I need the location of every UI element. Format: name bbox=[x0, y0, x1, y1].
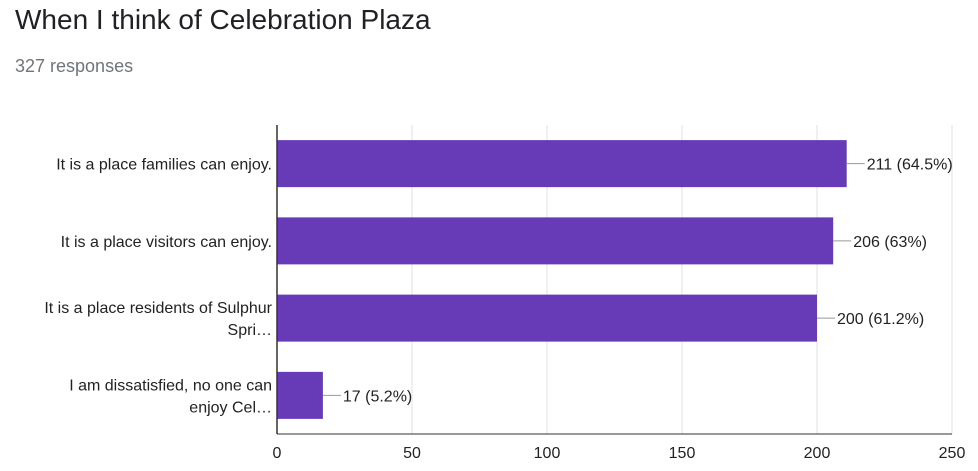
x-tick-label: 0 bbox=[273, 445, 282, 462]
bar bbox=[277, 371, 323, 419]
x-tick-label: 200 bbox=[804, 445, 831, 462]
category-label: It is a place families can enjoy. bbox=[56, 157, 272, 174]
chart-title: When I think of Celebration Plaza bbox=[15, 4, 431, 35]
category-label: It is a place residents of Sulphur bbox=[44, 300, 272, 317]
bars bbox=[277, 140, 865, 419]
x-tick-label: 150 bbox=[669, 445, 696, 462]
labels: 0 50 100 150 200 250 211 (64.5%) It is a place … bbox=[44, 157, 965, 462]
x-tick-label: 50 bbox=[403, 445, 421, 462]
axes bbox=[276, 125, 952, 435]
bar bbox=[277, 294, 817, 342]
category-label: I am dissatisfied, no one can bbox=[69, 377, 272, 394]
response-count: 327 responses bbox=[15, 56, 134, 76]
x-tick-label: 100 bbox=[534, 445, 561, 462]
data-label: 211 (64.5%) bbox=[867, 157, 953, 174]
data-label: 200 (61.2%) bbox=[837, 311, 924, 328]
category-label: It is a place visitors can enjoy. bbox=[61, 234, 272, 251]
x-tick-label: 250 bbox=[939, 445, 966, 462]
data-label: 17 (5.2%) bbox=[343, 388, 412, 405]
data-label: 206 (63%) bbox=[853, 234, 927, 251]
bar bbox=[277, 217, 834, 265]
category-label: enjoy Cel… bbox=[189, 399, 272, 416]
bar bbox=[277, 140, 847, 188]
category-label: Spri… bbox=[228, 322, 272, 339]
